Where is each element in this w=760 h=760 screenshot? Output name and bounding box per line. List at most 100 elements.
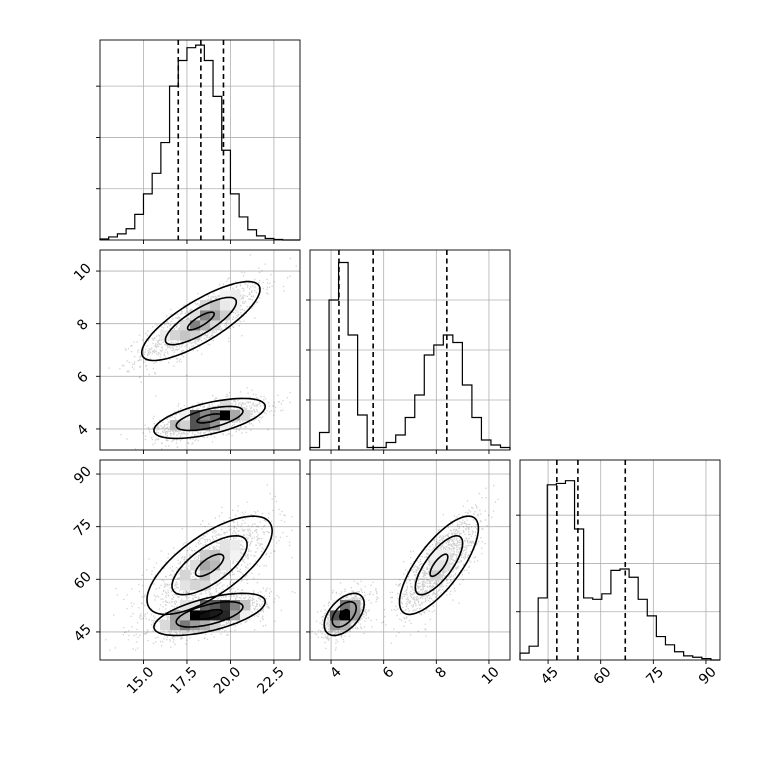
x-tick-label: 8 <box>433 664 451 682</box>
histogram-panel-1 <box>306 249 511 454</box>
panel-frame <box>519 459 721 661</box>
contour-line <box>323 592 366 637</box>
scatter-panel-0-2 <box>99 459 301 661</box>
contour-line <box>398 515 480 616</box>
density-cell <box>200 560 211 571</box>
y-tick-labels-2: 45 60 75 90 <box>71 463 100 645</box>
density-cell <box>330 610 341 621</box>
x-tick-label: 6 <box>380 664 398 682</box>
panel-content <box>310 460 510 660</box>
density-cell <box>440 550 451 561</box>
x-tick-labels-1: 4 6 8 10 <box>327 660 503 688</box>
density-cell <box>190 580 201 591</box>
y-tick-label: 8 <box>74 316 92 334</box>
density-cell <box>160 620 171 631</box>
contour-line <box>331 601 357 628</box>
density-cell <box>220 420 231 431</box>
density-cell <box>240 600 251 611</box>
density-cell <box>210 600 221 611</box>
density-cell <box>200 580 211 591</box>
density-cell <box>220 560 231 571</box>
density-cell <box>190 410 201 421</box>
density-cell <box>200 550 211 561</box>
density-cell <box>200 610 211 621</box>
density-cell <box>430 560 441 571</box>
density-cell <box>230 290 241 301</box>
contour-line <box>338 608 350 620</box>
density-cell <box>190 610 201 621</box>
density-cell <box>340 610 351 621</box>
x-tick-labels-0: 15.0 17.5 20.0 22.5 <box>124 660 288 697</box>
density-cell <box>220 610 231 621</box>
density-cell <box>430 550 441 561</box>
x-tick-labels-2: 45 60 75 90 <box>538 660 720 688</box>
density-cell <box>190 600 201 611</box>
density-cell <box>230 410 241 421</box>
density-cell <box>170 420 181 431</box>
x-tick-label: 45 <box>538 664 562 688</box>
density-cell <box>220 410 231 421</box>
x-tick-label: 4 <box>327 664 345 682</box>
density-cell <box>210 420 221 431</box>
contour-line <box>146 515 274 616</box>
y-tick-label: 45 <box>71 621 95 645</box>
x-tick-label: 20.0 <box>211 664 244 697</box>
x-tick-label: 15.0 <box>124 664 157 697</box>
y-tick-label: 90 <box>71 463 95 487</box>
scatter-panel-0-1 <box>99 249 301 454</box>
contour-line <box>196 608 223 620</box>
y-tick-label: 6 <box>74 369 92 387</box>
density-cell <box>330 600 341 611</box>
density-cell <box>180 420 191 431</box>
density-cell <box>220 300 231 311</box>
density-cell <box>180 610 191 621</box>
density-cell <box>190 320 201 331</box>
contour-line <box>153 397 267 440</box>
density-cell <box>210 610 221 621</box>
y-tick-labels-1: 4 6 8 10 <box>71 261 100 439</box>
density-cell <box>200 420 211 431</box>
density-cell <box>200 310 211 321</box>
density-cell <box>230 550 241 561</box>
density-cell <box>180 320 191 331</box>
density-cell <box>230 600 241 611</box>
density-cell <box>210 560 221 571</box>
y-tick-label: 10 <box>71 261 95 285</box>
x-tick-label: 22.5 <box>254 664 287 697</box>
density-cells <box>160 540 251 631</box>
density-cell <box>180 410 191 421</box>
scatter-panel-1-2 <box>306 459 511 661</box>
histogram-steps <box>99 44 300 241</box>
density-cell <box>160 330 171 341</box>
contour-line <box>175 405 244 432</box>
panel-frame <box>309 459 511 661</box>
contour-line <box>153 592 267 637</box>
contour-line <box>171 534 248 596</box>
contour-line <box>429 553 449 578</box>
panel-frame <box>309 249 511 451</box>
density-cell <box>240 610 251 621</box>
density-cell <box>210 570 221 581</box>
y-tick-label: 4 <box>74 421 92 439</box>
density-cell <box>220 310 231 321</box>
density-cell <box>190 330 201 341</box>
density-cell <box>180 570 191 581</box>
density-cell <box>190 560 201 571</box>
x-tick-label: 75 <box>643 664 667 688</box>
panel-content <box>100 250 300 450</box>
density-cell <box>220 600 231 611</box>
density-cell <box>180 580 191 591</box>
y-tick-label: 75 <box>71 516 95 540</box>
panel-frame <box>99 459 301 661</box>
contour-line <box>194 553 225 578</box>
x-tick-label: 17.5 <box>167 664 200 697</box>
histogram-steps <box>309 261 511 450</box>
panel-content <box>100 460 300 660</box>
contour-line <box>414 535 464 596</box>
density-cell <box>350 610 361 621</box>
density-cell <box>200 320 211 331</box>
density-cell <box>170 610 181 621</box>
panel-frame <box>99 249 301 451</box>
density-cells <box>160 290 251 431</box>
